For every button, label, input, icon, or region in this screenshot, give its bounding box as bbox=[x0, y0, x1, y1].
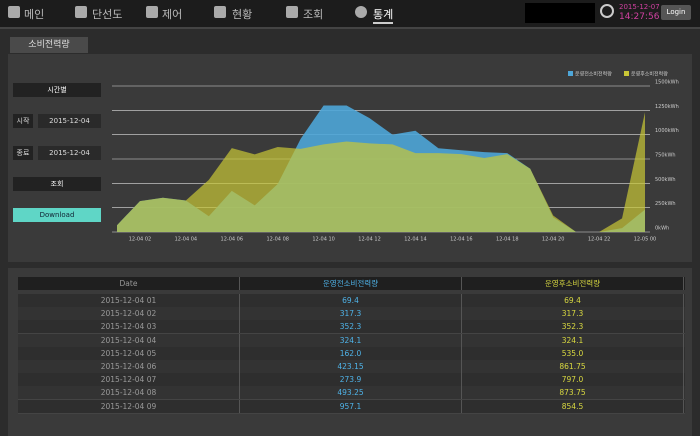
table-cell: 69.4 bbox=[240, 294, 462, 307]
clock-icon bbox=[600, 4, 614, 18]
table-cell: 2015-12-04 08 bbox=[18, 386, 240, 400]
table-row: 2015-12-04 01 69.4 69.4 bbox=[18, 294, 685, 308]
nav-item[interactable]: 조회 bbox=[303, 8, 324, 21]
date: 2015-12-07 bbox=[619, 3, 660, 11]
table-cell: 493.25 bbox=[240, 386, 462, 400]
table-cell: 2015-12-04 07 bbox=[18, 373, 240, 387]
table-cell: 797.0 bbox=[462, 373, 684, 387]
chart: 0kWh 250kWh 500kWh 750kWh 1000kWh 1250kWh 1500… bbox=[112, 71, 679, 243]
legend-label: 운영후소비전력량 bbox=[631, 71, 668, 78]
legend-swatch bbox=[624, 71, 629, 76]
x-tick-label: 12-04 14 bbox=[404, 237, 426, 243]
x-tick-label: 12-04 06 bbox=[221, 237, 243, 243]
y-tick-label: 250kWh bbox=[655, 201, 676, 207]
table-cell: 69.4 bbox=[462, 294, 684, 307]
x-tick-label: 12-05 00 bbox=[634, 237, 656, 243]
icon bbox=[214, 6, 226, 18]
nav-item[interactable]: 통계 bbox=[373, 6, 394, 24]
start-date[interactable]: 2015-12-04 bbox=[38, 114, 101, 128]
table-cell: 2015-12-04 09 bbox=[18, 399, 240, 413]
header-cell: 운영전소비전력량 bbox=[240, 277, 462, 290]
nav-item[interactable]: 현황 bbox=[232, 8, 253, 21]
table-cell: 2015-12-04 02 bbox=[18, 307, 240, 321]
y-tick-label: 1000kWh bbox=[655, 128, 679, 134]
search-button[interactable]: 조회 bbox=[13, 177, 101, 191]
table-header: Date 운영전소비전력량 운영후소비전력량 bbox=[18, 277, 685, 290]
table-cell: 324.1 bbox=[240, 333, 462, 347]
table-cell: 324.1 bbox=[462, 333, 684, 347]
area bbox=[117, 112, 645, 232]
y-tick-label: 1500kWh bbox=[655, 80, 679, 86]
table-cell: 2015-12-04 03 bbox=[18, 320, 240, 334]
table-row: 2015-12-04 06 423.15 861.75 bbox=[18, 360, 685, 374]
table-cell: 352.3 bbox=[462, 320, 684, 334]
login-button[interactable]: Login bbox=[661, 5, 691, 20]
table-cell: 535.0 bbox=[462, 346, 684, 360]
nav-bar: 메인 단선도 제어 현황 조회 통계 2015-12-07 14:27:56 L… bbox=[0, 0, 700, 29]
start-label: 시작 bbox=[13, 114, 33, 128]
header-cell: Date bbox=[18, 277, 240, 290]
x-tick-label: 12-04 08 bbox=[266, 237, 288, 243]
table-cell: 957.1 bbox=[240, 399, 462, 413]
icon bbox=[355, 6, 367, 18]
x-tick-label: 12-04 20 bbox=[542, 237, 564, 243]
y-tick-label: 750kWh bbox=[655, 153, 676, 159]
x-tick-label: 12-04 12 bbox=[358, 237, 380, 243]
table-row: 2015-12-04 08 493.25 873.75 bbox=[18, 386, 685, 401]
table-cell: 162.0 bbox=[240, 346, 462, 360]
x-tick-label: 12-04 04 bbox=[175, 237, 197, 243]
table-cell: 352.3 bbox=[240, 320, 462, 334]
table-cell: 854.5 bbox=[462, 399, 684, 413]
y-tick-label: 0kWh bbox=[655, 226, 669, 232]
legend-swatch bbox=[568, 71, 573, 76]
end-date[interactable]: 2015-12-04 bbox=[38, 146, 101, 160]
table-cell: 317.3 bbox=[240, 307, 462, 321]
table-cell: 873.75 bbox=[462, 386, 684, 400]
table-cell: 317.3 bbox=[462, 307, 684, 321]
table-row: 2015-12-04 03 352.3 352.3 bbox=[18, 320, 685, 335]
icon bbox=[286, 6, 298, 18]
table-cell: 423.15 bbox=[240, 360, 462, 373]
table-cell: 2015-12-04 05 bbox=[18, 346, 240, 360]
table-cell: 273.9 bbox=[240, 373, 462, 387]
x-tick-label: 12-04 02 bbox=[129, 237, 151, 243]
icon bbox=[8, 6, 20, 18]
period-select[interactable]: 시간별 bbox=[13, 83, 101, 97]
x-tick-label: 12-04 18 bbox=[496, 237, 518, 243]
table-row: 2015-12-04 09 957.1 854.5 bbox=[18, 399, 685, 414]
table-row: 2015-12-04 04 324.1 324.1 bbox=[18, 333, 685, 348]
x-tick-label: 12-04 10 bbox=[312, 237, 334, 243]
time: 14:27:56 bbox=[619, 12, 660, 22]
y-tick-label: 500kWh bbox=[655, 177, 676, 183]
table-row: 2015-12-04 07 273.9 797.0 bbox=[18, 373, 685, 388]
end-label: 종료 bbox=[13, 146, 33, 160]
nav-item[interactable]: 제어 bbox=[162, 8, 183, 21]
table-row: 2015-12-04 05 162.0 535.0 bbox=[18, 346, 685, 361]
nav-item[interactable]: 단선도 bbox=[92, 8, 123, 21]
y-tick-label: 1250kWh bbox=[655, 104, 679, 110]
table-row: 2015-12-04 02 317.3 317.3 bbox=[18, 307, 685, 322]
legend-label: 운영전소비전력량 bbox=[575, 71, 612, 78]
x-tick-label: 12-04 16 bbox=[450, 237, 472, 243]
nav-item[interactable]: 메인 bbox=[24, 8, 45, 21]
table-cell: 2015-12-04 06 bbox=[18, 360, 240, 373]
x-tick-label: 12-04 22 bbox=[588, 237, 610, 243]
header-cell: 운영후소비전력량 bbox=[462, 277, 684, 290]
blank-box bbox=[525, 3, 595, 23]
tab[interactable]: 소비전력량 bbox=[10, 37, 88, 53]
icon bbox=[75, 6, 87, 18]
download-button[interactable]: Download bbox=[13, 208, 101, 222]
icon bbox=[146, 6, 158, 18]
table-cell: 2015-12-04 04 bbox=[18, 333, 240, 347]
table-cell: 861.75 bbox=[462, 360, 684, 373]
table-cell: 2015-12-04 01 bbox=[18, 294, 240, 307]
